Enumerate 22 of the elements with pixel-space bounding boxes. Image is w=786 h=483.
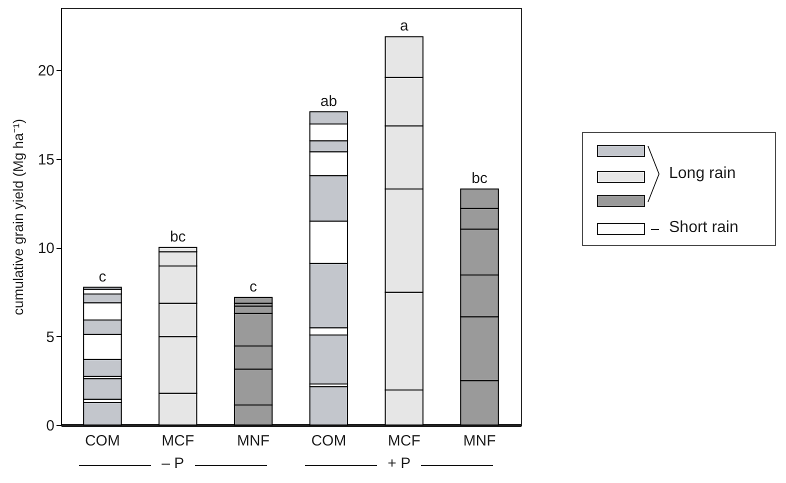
y-axis-title: cumulative grain yield (Mg ha⁻¹) — [10, 118, 26, 316]
x-tick-label: MNF — [237, 432, 270, 450]
total-label: a — [400, 18, 409, 35]
total-label: bc — [170, 228, 186, 246]
y-tick-label: 0 — [46, 418, 54, 434]
x-tick-label: COM — [84, 432, 120, 450]
x-tick-label: MNF — [463, 432, 496, 450]
x-tick-label: MCF — [388, 432, 420, 450]
x-tick-label: COM — [311, 432, 346, 450]
text: Short rain — [669, 219, 738, 237]
x-tick-label: MCF — [162, 432, 194, 450]
y-tick-label: 15 — [38, 151, 54, 168]
y-tick-label: 20 — [38, 62, 54, 80]
total-label: bc — [472, 170, 488, 187]
total-label: c — [250, 278, 258, 296]
text: Long rain — [669, 165, 736, 183]
text: – P — [162, 455, 184, 472]
y-tick-label: 5 — [46, 328, 54, 346]
total-label: c — [98, 268, 107, 286]
text: + P — [388, 455, 411, 472]
y-tick-label: 10 — [38, 240, 54, 258]
total-label: ab — [320, 92, 338, 110]
